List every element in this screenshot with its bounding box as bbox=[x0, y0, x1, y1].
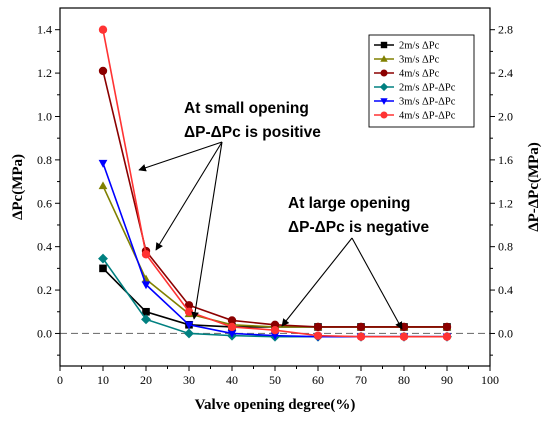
ticks-layer: 0 10 20 30 40 50 60 70 80 90 100 0.0 0.2 0.4 0.6 0.8 1.0… bbox=[10, 23, 542, 413]
y-left-tick-label: 0.0 bbox=[37, 326, 52, 340]
legend-swatch-marker bbox=[379, 82, 389, 92]
data-point bbox=[442, 332, 452, 341]
y-right-tick-label: 2.0 bbox=[498, 109, 513, 123]
annotation-small-opening-line2: ΔP-ΔPc is positive bbox=[184, 124, 321, 141]
legend-swatch-marker bbox=[380, 55, 388, 62]
annotation-large-opening-line2: ΔP-ΔPc is negative bbox=[288, 219, 430, 236]
data-point bbox=[141, 250, 151, 259]
data-point bbox=[270, 326, 280, 335]
annotation-small-opening-line1: At small opening bbox=[184, 100, 309, 117]
y-left-tick-label: 0.8 bbox=[37, 153, 52, 167]
y-right-tick-label: 2.4 bbox=[498, 66, 513, 80]
annotation-large-opening-line1: At large opening bbox=[288, 195, 410, 212]
x-tick-label: 20 bbox=[140, 373, 152, 387]
x-tick-label: 90 bbox=[441, 373, 453, 387]
data-point bbox=[270, 332, 280, 341]
x-tick-label: 100 bbox=[481, 373, 499, 387]
y-right-tick-label: 1.6 bbox=[498, 153, 513, 167]
data-point bbox=[313, 322, 323, 332]
annotation-arrow bbox=[191, 141, 223, 320]
x-tick-label: 70 bbox=[355, 373, 367, 387]
legend-swatch-marker bbox=[380, 111, 388, 119]
legend-label: 3m/s ΔP-ΔPc bbox=[399, 97, 456, 108]
x-tick-label: 60 bbox=[312, 373, 324, 387]
legend-label: 3m/s ΔPc bbox=[399, 55, 440, 66]
annotations-layer: At small opening ΔP-ΔPc is positive At lar… bbox=[138, 100, 430, 330]
y-left-tick-label: 0.6 bbox=[37, 196, 52, 210]
series-line bbox=[102, 267, 447, 328]
data-point bbox=[356, 322, 366, 332]
x-tick-label: 30 bbox=[183, 373, 195, 387]
data-point bbox=[141, 314, 151, 325]
data-point bbox=[184, 301, 194, 310]
x-tick-label: 80 bbox=[398, 373, 410, 387]
data-point bbox=[141, 281, 151, 290]
legend-label: 4m/s ΔPc bbox=[399, 69, 440, 80]
y-right-tick-label: 0.8 bbox=[498, 240, 513, 254]
legend-swatch-marker bbox=[380, 69, 388, 77]
data-point bbox=[98, 159, 108, 168]
legend: 2m/s ΔPc 3m/s ΔPc 4m/s ΔPc 2m/s ΔP-ΔPc 3m/s … bbox=[368, 34, 475, 128]
x-tick-label: 40 bbox=[226, 373, 238, 387]
data-point bbox=[184, 307, 194, 316]
data-point bbox=[227, 322, 237, 332]
y-left-tick-label: 1.0 bbox=[37, 109, 52, 123]
y-right-tick-label: 1.2 bbox=[498, 196, 513, 210]
y-left-tick-label: 1.2 bbox=[37, 66, 52, 80]
annotation-arrow bbox=[155, 141, 223, 251]
y-left-axis-title: ΔPc(MPa) bbox=[10, 154, 26, 220]
data-point bbox=[227, 330, 237, 339]
y-left-tick-label: 0.2 bbox=[37, 283, 52, 297]
annotation-arrow bbox=[281, 237, 353, 327]
legend-swatch-marker bbox=[380, 98, 388, 105]
data-point bbox=[227, 316, 237, 325]
y-right-tick-label: 2.8 bbox=[498, 23, 513, 37]
data-point bbox=[184, 321, 194, 330]
data-point bbox=[442, 322, 452, 332]
data-point bbox=[99, 264, 107, 273]
data-point bbox=[98, 66, 108, 76]
series-layer bbox=[98, 25, 452, 342]
legend-swatch-marker bbox=[380, 41, 388, 49]
data-point bbox=[98, 253, 108, 264]
x-axis-title: Valve opening degree(%) bbox=[195, 397, 356, 413]
series-5 bbox=[98, 25, 452, 341]
data-point bbox=[356, 332, 366, 341]
data-point bbox=[313, 331, 323, 340]
legend-box bbox=[368, 34, 475, 128]
x-tick-label: 10 bbox=[97, 373, 109, 387]
legend-label: 2m/s ΔP-ΔPc bbox=[399, 83, 456, 94]
data-point bbox=[184, 328, 194, 339]
data-point bbox=[98, 181, 108, 190]
annotation-arrow bbox=[138, 141, 223, 172]
legend-label: 4m/s ΔP-ΔPc bbox=[399, 111, 456, 122]
y-left-tick-label: 0.4 bbox=[37, 240, 52, 254]
x-tick-label: 0 bbox=[57, 373, 63, 387]
data-point bbox=[399, 332, 409, 341]
y-left-tick-label: 1.4 bbox=[37, 23, 52, 37]
series-line bbox=[102, 162, 447, 338]
legend-label: 2m/s ΔPc bbox=[399, 41, 440, 52]
y-right-tick-label: 0.4 bbox=[498, 283, 513, 297]
annotation-arrow bbox=[351, 237, 403, 330]
data-point bbox=[142, 307, 150, 316]
y-right-axis-title: ΔP-ΔPc(MPa) bbox=[526, 142, 542, 232]
data-point bbox=[98, 25, 108, 34]
y-right-tick-label: 0.0 bbox=[498, 326, 513, 340]
x-tick-label: 50 bbox=[269, 373, 281, 387]
